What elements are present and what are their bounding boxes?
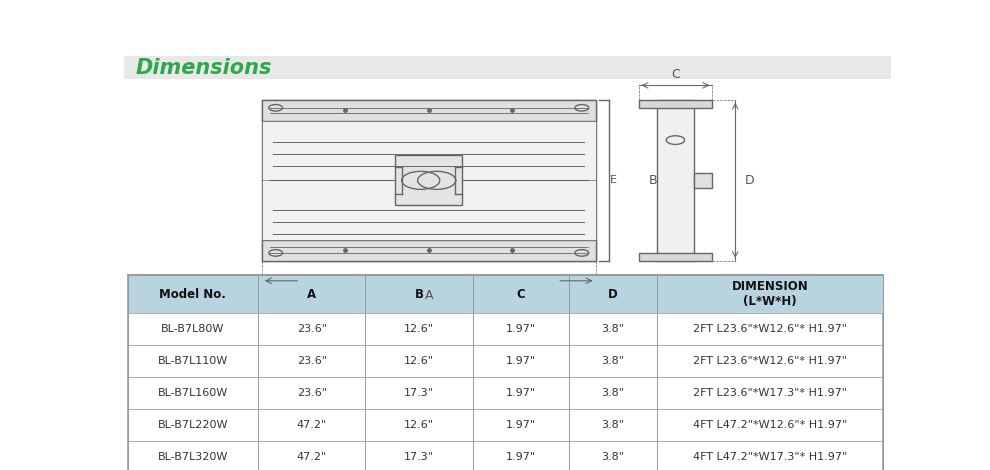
Text: 47.2": 47.2" — [297, 452, 327, 462]
Text: 2FT L23.6"*W12.6"* H1.97": 2FT L23.6"*W12.6"* H1.97" — [693, 356, 847, 366]
Text: A: A — [425, 289, 433, 302]
Text: 1.97": 1.97" — [506, 356, 536, 366]
Text: 3.8": 3.8" — [601, 324, 625, 334]
Text: 1.97": 1.97" — [506, 420, 536, 430]
Text: D: D — [608, 288, 618, 301]
Text: 12.6": 12.6" — [404, 324, 435, 334]
Text: 23.6": 23.6" — [297, 388, 327, 398]
Text: Model No.: Model No. — [159, 288, 227, 301]
Text: 2FT L23.6"*W17.3"* H1.97": 2FT L23.6"*W17.3"* H1.97" — [693, 388, 847, 398]
Bar — [261, 240, 596, 261]
Text: 23.6": 23.6" — [297, 356, 327, 366]
Text: BL-B7L110W: BL-B7L110W — [157, 356, 228, 366]
Text: 1.97": 1.97" — [506, 388, 536, 398]
Text: 17.3": 17.3" — [404, 388, 435, 398]
Text: 3.8": 3.8" — [601, 356, 625, 366]
Text: C: C — [517, 288, 525, 301]
Text: 12.6": 12.6" — [404, 356, 435, 366]
Text: BL-B7L80W: BL-B7L80W — [161, 324, 225, 334]
Text: 2FT L23.6"*W12.6"* H1.97": 2FT L23.6"*W12.6"* H1.97" — [693, 324, 847, 334]
Text: Dimensions: Dimensions — [136, 58, 271, 78]
Text: BL-B7L160W: BL-B7L160W — [157, 388, 228, 398]
Bar — [395, 156, 462, 205]
Text: 1.97": 1.97" — [506, 324, 536, 334]
Text: 1.97": 1.97" — [506, 452, 536, 462]
Text: E: E — [610, 175, 617, 185]
Text: 3.8": 3.8" — [601, 452, 625, 462]
Text: BL-B7L220W: BL-B7L220W — [157, 420, 228, 430]
Text: 4FT L47.2"*W17.3"* H1.97": 4FT L47.2"*W17.3"* H1.97" — [693, 452, 847, 462]
Text: 4FT L47.2"*W12.6"* H1.97": 4FT L47.2"*W12.6"* H1.97" — [693, 420, 847, 430]
Text: BL-B7L320W: BL-B7L320W — [157, 452, 228, 462]
Bar — [261, 121, 596, 240]
Text: B: B — [415, 288, 424, 301]
Text: A: A — [307, 288, 316, 301]
Bar — [261, 100, 596, 261]
Text: 17.3": 17.3" — [404, 452, 435, 462]
Bar — [124, 56, 891, 79]
Bar — [639, 253, 712, 261]
Text: B: B — [648, 174, 657, 187]
Text: 3.8": 3.8" — [601, 388, 625, 398]
Text: D: D — [744, 174, 754, 187]
Bar — [657, 100, 694, 261]
Text: 47.2": 47.2" — [297, 420, 327, 430]
Bar — [128, 275, 883, 470]
Text: 3.8": 3.8" — [601, 420, 625, 430]
Bar — [694, 173, 712, 188]
Text: 12.6": 12.6" — [404, 420, 435, 430]
Text: C: C — [671, 68, 680, 81]
Bar — [128, 275, 883, 313]
Text: DIMENSION
(L*W*H): DIMENSION (L*W*H) — [732, 280, 809, 308]
Bar — [261, 100, 596, 121]
Bar — [639, 100, 712, 108]
Text: 23.6": 23.6" — [297, 324, 327, 334]
